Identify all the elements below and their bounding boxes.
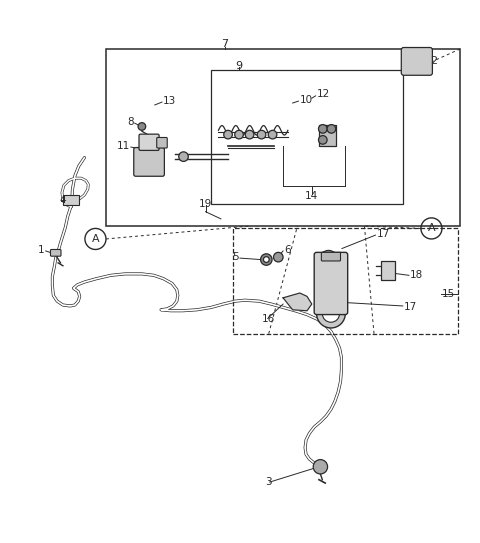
Circle shape xyxy=(224,130,232,139)
Circle shape xyxy=(418,56,428,66)
FancyBboxPatch shape xyxy=(134,148,164,176)
Circle shape xyxy=(317,463,324,471)
Circle shape xyxy=(319,136,327,144)
Circle shape xyxy=(274,252,283,262)
Circle shape xyxy=(317,299,345,328)
Text: 1: 1 xyxy=(38,245,45,255)
Text: A: A xyxy=(92,234,99,244)
Circle shape xyxy=(138,123,146,130)
Text: 18: 18 xyxy=(410,270,423,280)
Text: 16: 16 xyxy=(262,314,275,324)
FancyBboxPatch shape xyxy=(322,252,340,261)
Circle shape xyxy=(323,305,339,322)
Bar xyxy=(233,229,458,334)
Text: 7: 7 xyxy=(221,39,228,49)
Polygon shape xyxy=(283,293,312,311)
Circle shape xyxy=(321,261,341,282)
Circle shape xyxy=(319,250,338,269)
Circle shape xyxy=(268,130,277,139)
Bar xyxy=(106,49,460,226)
Text: 4: 4 xyxy=(59,195,66,205)
FancyBboxPatch shape xyxy=(381,261,395,280)
Text: 14: 14 xyxy=(305,191,318,201)
FancyBboxPatch shape xyxy=(314,252,348,314)
Circle shape xyxy=(421,218,442,239)
FancyBboxPatch shape xyxy=(319,124,336,146)
Text: 11: 11 xyxy=(117,141,130,151)
Circle shape xyxy=(235,130,243,139)
FancyBboxPatch shape xyxy=(157,137,167,148)
Text: 17: 17 xyxy=(404,302,417,312)
FancyBboxPatch shape xyxy=(401,47,432,75)
Text: 6: 6 xyxy=(284,245,291,255)
Circle shape xyxy=(313,459,327,474)
Circle shape xyxy=(261,254,272,266)
Text: 8: 8 xyxy=(127,117,134,127)
FancyBboxPatch shape xyxy=(50,249,61,256)
Text: 2: 2 xyxy=(431,56,438,66)
Circle shape xyxy=(408,56,418,66)
Text: 3: 3 xyxy=(265,477,272,487)
Circle shape xyxy=(85,229,106,249)
FancyBboxPatch shape xyxy=(139,134,159,150)
Text: 13: 13 xyxy=(162,96,176,106)
Circle shape xyxy=(327,124,336,133)
FancyBboxPatch shape xyxy=(63,195,79,205)
Circle shape xyxy=(257,130,266,139)
Text: 10: 10 xyxy=(300,95,313,105)
Text: 9: 9 xyxy=(236,61,242,71)
Bar xyxy=(211,71,403,205)
Text: 19: 19 xyxy=(199,199,212,209)
Circle shape xyxy=(179,152,188,161)
Text: A: A xyxy=(428,223,435,233)
Circle shape xyxy=(245,130,254,139)
Text: 17: 17 xyxy=(377,229,390,239)
Text: 12: 12 xyxy=(317,90,330,99)
Text: 15: 15 xyxy=(442,289,455,300)
Circle shape xyxy=(264,257,269,262)
Text: 5: 5 xyxy=(232,252,239,262)
Circle shape xyxy=(319,124,327,133)
